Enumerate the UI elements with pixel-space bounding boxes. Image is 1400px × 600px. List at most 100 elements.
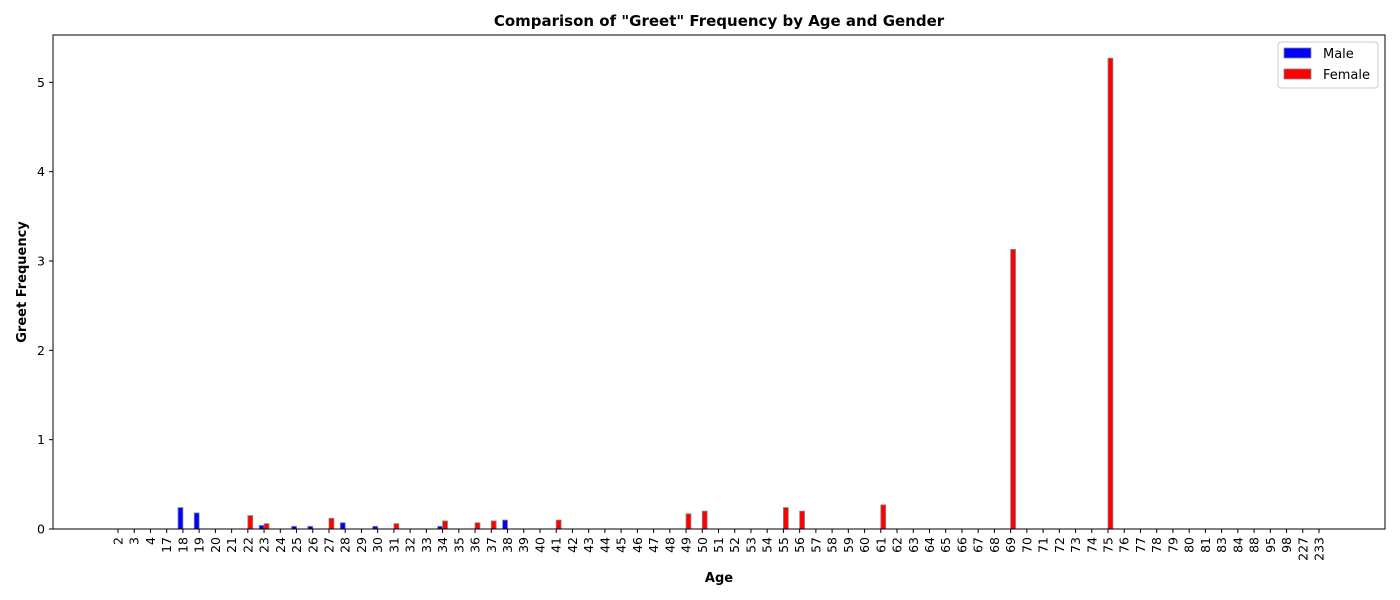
x-tick-label: 51: [711, 537, 726, 553]
x-tick-label: 26: [305, 537, 320, 553]
x-tick-label: 233: [1312, 537, 1327, 561]
legend-swatch-male: [1283, 47, 1312, 59]
x-tick-label: 50: [695, 537, 710, 553]
x-tick-label: 56: [792, 537, 807, 553]
x-axis-label: Age: [705, 571, 733, 586]
x-tick-label: 53: [743, 537, 758, 553]
x-tick-label: 37: [484, 537, 499, 553]
bar-female-56: [799, 510, 805, 530]
x-tick-label: 70: [1019, 537, 1034, 553]
x-tick-label: 27: [321, 537, 336, 553]
y-tick-label: 2: [37, 343, 45, 358]
plot-frame: [52, 34, 1386, 530]
x-tick-label: 45: [614, 537, 629, 553]
x-tick-label: 63: [906, 537, 921, 553]
x-tick-label: 98: [1279, 537, 1294, 553]
legend: Male Female: [1277, 41, 1379, 89]
bar-female-37: [490, 520, 497, 530]
x-tick-label: 81: [1198, 537, 1213, 553]
bar-female-55: [783, 507, 789, 530]
x-tick-label: 4: [143, 537, 158, 545]
bar-female-34: [442, 520, 448, 530]
bar-female-36: [474, 522, 481, 530]
bar-male-38: [502, 519, 508, 530]
bar-female-69: [1010, 248, 1016, 530]
x-tick-label: 83: [1214, 537, 1229, 553]
bar-female-22: [247, 515, 254, 530]
x-tick-label: 3: [127, 537, 142, 545]
x-tick-label: 24: [273, 537, 288, 553]
x-tick-label: 30: [370, 537, 385, 553]
x-tick-label: 25: [289, 537, 304, 553]
x-tick-label: 36: [468, 537, 483, 553]
y-axis-label: Greet Frequency: [15, 221, 30, 343]
chart-title: Comparison of "Greet" Frequency by Age a…: [494, 12, 945, 30]
x-tick-label: 55: [776, 537, 791, 553]
bar-female-49: [685, 513, 692, 530]
bar-female-23: [263, 523, 270, 530]
x-tick-label: 95: [1263, 537, 1278, 553]
x-tick-label: 49: [679, 537, 694, 553]
x-tick-label: 32: [403, 537, 418, 553]
x-tick-label: 74: [1084, 537, 1099, 553]
y-tick-label: 1: [37, 432, 45, 447]
x-tick-label: 48: [662, 537, 677, 553]
x-tick-label: 47: [646, 537, 661, 553]
y-axis: 0 1 2 3 4 5: [37, 75, 53, 537]
bar-female-41: [555, 519, 562, 530]
x-tick-label: 52: [727, 537, 742, 553]
x-tick-label: 76: [1117, 537, 1132, 553]
bars-layer: [177, 57, 1114, 530]
bar-male-19: [193, 512, 200, 530]
x-tick-label: 34: [435, 537, 450, 553]
bar-male-23: [258, 525, 265, 530]
x-tick-label: 31: [386, 537, 401, 553]
x-tick-label: 43: [581, 537, 596, 553]
x-tick-label: 18: [175, 537, 190, 553]
x-tick-label: 23: [257, 537, 272, 553]
x-tick-label: 60: [857, 537, 872, 553]
x-tick-label: 46: [630, 537, 645, 553]
bar-female-27: [328, 517, 335, 530]
x-tick-label: 38: [500, 537, 515, 553]
x-tick-label: 65: [938, 537, 953, 553]
bar-female-61: [880, 504, 887, 530]
x-tick-label: 57: [808, 537, 823, 553]
x-tick-label: 68: [987, 537, 1002, 553]
legend-label-female: Female: [1323, 68, 1370, 83]
x-tick-label: 42: [565, 537, 580, 553]
x-tick-label: 21: [224, 537, 239, 553]
y-tick-label: 4: [37, 164, 45, 179]
x-tick-label: 40: [532, 537, 547, 553]
y-tick-label: 5: [37, 75, 45, 90]
bar-female-75: [1107, 57, 1114, 530]
x-tick-label: 59: [841, 537, 856, 553]
x-tick-label: 84: [1230, 537, 1245, 553]
x-tick-label: 72: [1052, 537, 1067, 553]
x-tick-label: 61: [873, 537, 888, 553]
x-tick-label: 29: [354, 537, 369, 553]
x-tick-label: 33: [419, 537, 434, 553]
x-tick-label: 44: [597, 537, 612, 553]
bar-female-31: [393, 523, 400, 530]
x-axis: 2 3 4 17 18 19 20 21 22 23 24 25 26 27 28 29 30 31 32 33 34 3…: [111, 529, 1327, 561]
x-tick-label: 78: [1149, 537, 1164, 553]
x-tick-label: 2: [111, 537, 126, 545]
x-tick-label: 227: [1295, 537, 1310, 561]
x-tick-label: 19: [192, 537, 207, 553]
legend-label-male: Male: [1323, 47, 1354, 62]
x-tick-label: 73: [1068, 537, 1083, 553]
x-tick-label: 64: [922, 537, 937, 553]
x-tick-label: 20: [208, 537, 223, 553]
y-tick-label: 3: [37, 254, 45, 269]
bar-female-50: [701, 510, 708, 530]
x-tick-label: 66: [954, 537, 969, 553]
x-tick-label: 62: [890, 537, 905, 553]
x-tick-label: 54: [760, 537, 775, 553]
x-tick-label: 58: [825, 537, 840, 553]
bar-male-18: [177, 507, 184, 530]
x-tick-label: 88: [1247, 537, 1262, 553]
x-tick-label: 71: [1036, 537, 1051, 553]
